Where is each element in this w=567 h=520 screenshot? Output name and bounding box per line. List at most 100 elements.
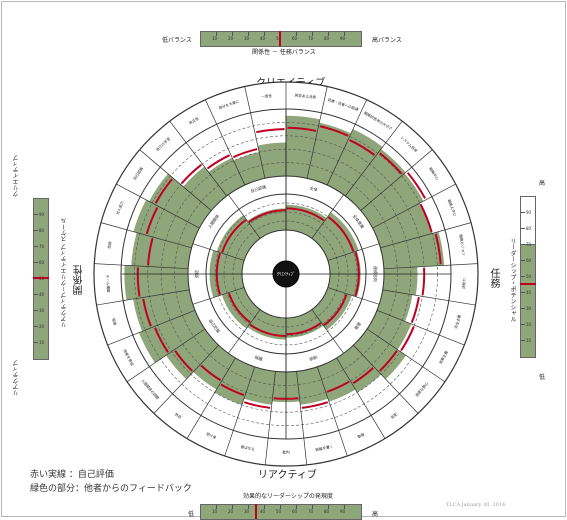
left-scale-tick-label: 30 <box>39 308 45 313</box>
outer-self-arc <box>256 128 285 134</box>
right-scale-tick <box>521 244 525 245</box>
bottom-scale-tick-label: 70 <box>308 509 314 514</box>
top-scale-tick-label: 90 <box>340 36 346 41</box>
legend-green-area: 緑色の部分：他者からのフィードバック <box>30 484 192 494</box>
outer-divider <box>382 289 476 306</box>
top-scale-tick-label: 20 <box>228 36 234 41</box>
outer-feedback-wedge <box>327 129 383 196</box>
outer-divider <box>169 120 227 197</box>
top-scale-tick-label: 10 <box>212 36 218 41</box>
top-scale-tick <box>328 32 329 36</box>
outer-segment-label: 傲慢 <box>356 432 365 440</box>
outer-divider <box>316 366 348 457</box>
top-scale-tick <box>216 32 217 36</box>
outer-self-arc <box>220 383 245 396</box>
outer-feedback-wedge <box>183 166 227 211</box>
inner-feedback-wedge <box>286 309 324 338</box>
outer-feedback-wedge <box>131 232 192 269</box>
outer-self-arc <box>287 126 317 132</box>
inner-feedback-wedge <box>311 212 359 261</box>
inner-segment-label: 管理 <box>352 321 362 331</box>
inner-feedback-wedge <box>311 287 352 330</box>
bottom-scale-tick-label: 60 <box>292 509 298 514</box>
right-scale-tick <box>521 228 525 229</box>
right-scale-tick <box>521 340 525 341</box>
outer-divider <box>264 371 276 465</box>
left-scale-tick <box>34 262 38 263</box>
top-scale-tick-label: 80 <box>324 36 330 41</box>
bottom-scale-title: 効果的なリーダーシップの発現度 <box>243 493 333 500</box>
outer-segment-label: 決断力 <box>461 278 467 289</box>
bottom-scale-tick <box>248 505 249 509</box>
outer-divider <box>224 366 256 457</box>
left-scale-tick <box>34 326 38 327</box>
bottom-scale-tick <box>216 505 217 509</box>
outer-self-arc <box>174 350 193 372</box>
outer-segment-label: 依存 <box>174 412 183 421</box>
inner-segment-label: 追従 <box>193 270 199 278</box>
bottom-scale-tick <box>280 505 281 509</box>
left-scale-tick <box>34 294 38 295</box>
outer-feedback-wedge <box>138 310 205 363</box>
top-scale-tick <box>296 32 297 36</box>
inner-self-arc <box>227 292 251 324</box>
outer-self-arc <box>206 154 231 170</box>
right-scale-tick-label: 30 <box>526 306 532 311</box>
outer-segment-label: 戦略人中心 <box>447 198 458 217</box>
outer-feedback-wedge <box>133 199 200 248</box>
outer-self-arc <box>400 326 415 351</box>
outer-self-arc <box>154 327 169 353</box>
inner-self-arc <box>286 207 325 222</box>
outer-segment-label: 指導 <box>111 317 118 326</box>
outer-self-arc <box>421 267 426 296</box>
top-scale-tick <box>248 32 249 36</box>
outer-segment-label: 喜ばせる <box>240 444 256 452</box>
outer-feedback-wedge <box>336 345 382 393</box>
outer-divider <box>186 357 236 439</box>
outer-self-arc <box>243 401 271 409</box>
outer-self-arc <box>301 401 329 409</box>
bottom-scale-tick <box>232 505 233 509</box>
outer-self-arc <box>319 125 349 137</box>
inner-divider <box>228 194 261 239</box>
outer-divider <box>139 149 212 211</box>
bottom-scale-tick-label: 40 <box>260 509 266 514</box>
outer-divider <box>96 289 190 306</box>
top-scale-bar <box>200 31 362 47</box>
outer-segment-label: 受け身 <box>205 431 217 440</box>
outer-self-arc <box>352 367 374 384</box>
outer-feedback-wedge <box>317 357 356 402</box>
left-scale-tick-label: 60 <box>39 260 45 265</box>
outer-segment-label: 協調 <box>106 241 112 249</box>
outer-self-arc <box>200 364 222 382</box>
outer-divider <box>376 309 465 346</box>
center-label: ｸﾘｴｲﾃｨﾌﾞ <box>277 271 295 278</box>
outer-divider <box>205 99 246 186</box>
outer-divider <box>372 183 456 229</box>
left-scale-tick <box>34 230 38 231</box>
bottom-scale-tick-label: 80 <box>324 509 330 514</box>
legend-red-line: 赤い実線 ：自己評価 <box>30 470 114 480</box>
bottom-scale-tick <box>344 505 345 509</box>
outer-self-arc <box>410 296 420 324</box>
inner-self-arc <box>323 293 348 327</box>
bottom-scale-tick-label: 50 <box>276 509 282 514</box>
outer-feedback-wedge <box>257 142 286 179</box>
outer-segment-label: 完全主義 <box>453 314 462 330</box>
bottom-scale-tick-label: 90 <box>340 509 346 514</box>
left-scale-tick-label: 40 <box>39 292 45 297</box>
right-scale-tick <box>521 324 525 325</box>
left-scale-tick-label: 80 <box>39 228 45 233</box>
axis-label-bottom: リアクティブ <box>258 470 317 481</box>
outer-segment-label: 一貫性 <box>261 93 273 99</box>
outer-divider <box>360 149 433 211</box>
top-scale-left-label: 低バランス <box>162 37 192 44</box>
outer-self-arc <box>147 238 154 266</box>
outer-divider <box>244 86 266 179</box>
outer-self-arc <box>180 164 202 185</box>
left-scale-tick <box>34 246 38 247</box>
outer-segment-label: 対人能力 <box>115 200 125 216</box>
outer-self-arc <box>326 380 350 393</box>
outer-self-arc <box>406 172 426 199</box>
outer-feedback-wedge <box>345 149 406 211</box>
